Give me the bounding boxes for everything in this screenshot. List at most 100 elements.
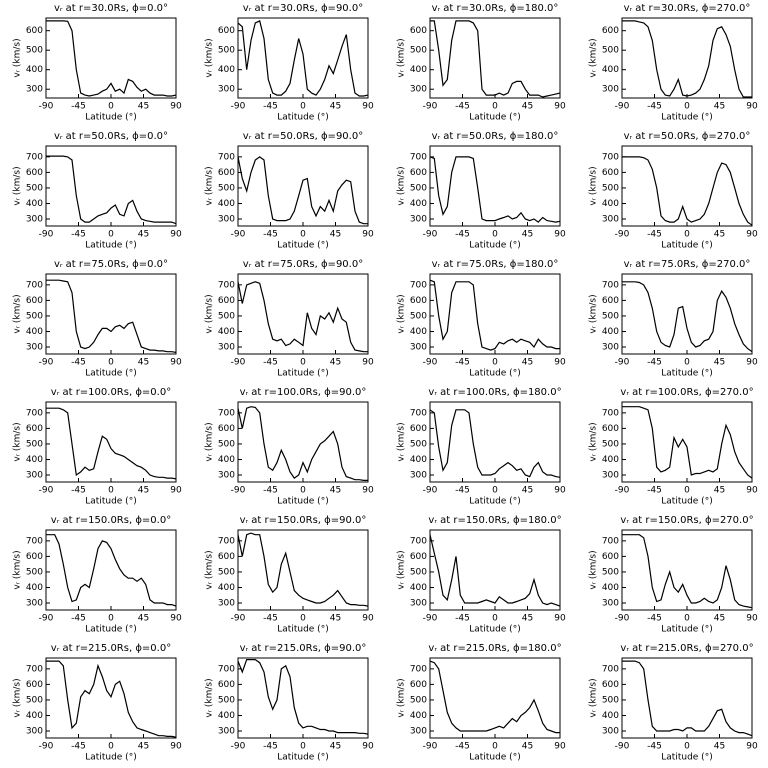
x-tick-label: -45	[647, 102, 662, 112]
panel: vᵣ at r=100.0Rs, ϕ=90.0° -90 -45 0 45 90 300 40…	[205, 387, 374, 507]
y-tick-label: 400	[218, 199, 235, 209]
panel: vᵣ at r=100.0Rs, ϕ=0.0° -90 -45 0 45 90 300 400…	[13, 387, 182, 507]
y-tick-label: 400	[410, 455, 427, 465]
y-tick-label: 700	[410, 536, 427, 546]
x-tick-label: 90	[746, 358, 758, 368]
x-tick-label: -90	[615, 742, 630, 752]
x-tick-label: -45	[71, 230, 86, 240]
x-axis-label: Latitude (°)	[277, 113, 328, 123]
y-tick-label: 400	[410, 583, 427, 593]
x-tick-label: -45	[647, 742, 662, 752]
x-tick-label: -45	[455, 614, 470, 624]
x-tick-label: 45	[330, 742, 341, 752]
x-tick-label: -45	[647, 230, 662, 240]
x-tick-label: 45	[330, 486, 341, 496]
panel-title: vᵣ at r=30.0Rs, ϕ=0.0°	[54, 3, 168, 14]
y-tick-label: 600	[602, 552, 619, 562]
y-tick-label: 600	[218, 424, 235, 434]
x-axis-label: Latitude (°)	[277, 497, 328, 507]
y-axis-label: vᵣ (km/s)	[397, 166, 407, 205]
panel-title: vᵣ at r=100.0Rs, ϕ=90.0°	[240, 387, 367, 398]
y-tick-label: 300	[602, 85, 619, 95]
x-tick-label: -45	[71, 102, 86, 112]
x-tick-label: 45	[138, 486, 149, 496]
x-tick-label: 0	[300, 742, 306, 752]
x-tick-label: -45	[71, 742, 86, 752]
y-tick-label: 300	[218, 599, 235, 609]
x-tick-label: 90	[554, 230, 566, 240]
x-tick-label: 0	[108, 230, 114, 240]
x-tick-label: 90	[746, 742, 758, 752]
y-tick-label: 500	[218, 46, 235, 56]
y-tick-label: 400	[26, 455, 43, 465]
panel-title: vᵣ at r=150.0Rs, ϕ=270.0°	[620, 515, 753, 526]
panel-title: vᵣ at r=50.0Rs, ϕ=180.0°	[432, 131, 559, 142]
y-tick-label: 600	[26, 296, 43, 306]
y-tick-label: 400	[218, 583, 235, 593]
data-line	[622, 534, 753, 609]
x-tick-label: -45	[455, 486, 470, 496]
y-tick-label: 500	[218, 439, 235, 449]
x-tick-label: -90	[423, 230, 438, 240]
x-tick-label: 90	[170, 742, 182, 752]
y-tick-label: 400	[218, 711, 235, 721]
y-tick-label: 700	[218, 152, 235, 162]
y-tick-label: 400	[26, 711, 43, 721]
x-tick-label: -45	[71, 614, 86, 624]
x-tick-label: -90	[231, 230, 246, 240]
x-tick-label: -90	[615, 102, 630, 112]
x-axis-label: Latitude (°)	[277, 753, 328, 763]
y-tick-label: 300	[410, 343, 427, 353]
panel-title: vᵣ at r=30.0Rs, ϕ=180.0°	[432, 3, 559, 14]
y-tick-label: 300	[218, 727, 235, 737]
x-axis-label: Latitude (°)	[661, 241, 712, 251]
x-tick-label: 90	[170, 102, 182, 112]
y-axis-label: vᵣ (km/s)	[589, 422, 599, 461]
x-axis-label: Latitude (°)	[661, 753, 712, 763]
y-tick-label: 300	[26, 215, 43, 225]
y-tick-label: 500	[602, 567, 619, 577]
x-tick-label: 0	[108, 102, 114, 112]
y-tick-label: 600	[602, 680, 619, 690]
x-tick-label: 45	[138, 230, 149, 240]
panel-title: vᵣ at r=215.0Rs, ϕ=180.0°	[428, 643, 561, 654]
y-tick-label: 500	[218, 311, 235, 321]
y-tick-label: 500	[26, 46, 43, 56]
x-tick-label: -90	[423, 358, 438, 368]
y-tick-label: 500	[602, 183, 619, 193]
data-line	[429, 279, 560, 351]
panel: vᵣ at r=30.0Rs, ϕ=90.0° -90 -45 0 45 90 300 400…	[205, 3, 374, 123]
panel-title: vᵣ at r=100.0Rs, ϕ=270.0°	[620, 387, 753, 398]
x-tick-label: 0	[108, 614, 114, 624]
data-line	[429, 409, 561, 478]
x-axis-label: Latitude (°)	[469, 497, 520, 507]
y-tick-label: 400	[410, 65, 427, 75]
data-line	[46, 534, 177, 607]
plot-frame	[621, 657, 753, 739]
y-axis-label: vᵣ (km/s)	[13, 38, 23, 77]
x-tick-label: 45	[714, 742, 725, 752]
y-tick-label: 300	[26, 85, 43, 95]
y-tick-label: 300	[218, 343, 235, 353]
y-tick-label: 500	[26, 695, 43, 705]
x-tick-label: -45	[263, 742, 278, 752]
y-tick-label: 700	[602, 152, 619, 162]
x-tick-label: -45	[647, 614, 662, 624]
plot-frame	[45, 657, 177, 739]
x-tick-label: 0	[300, 614, 306, 624]
y-axis-label: vᵣ (km/s)	[205, 422, 215, 461]
x-axis-label: Latitude (°)	[469, 753, 520, 763]
data-line	[429, 156, 561, 223]
x-tick-label: 45	[330, 358, 341, 368]
y-tick-label: 700	[26, 280, 43, 290]
x-axis-label: Latitude (°)	[277, 369, 328, 379]
x-tick-label: -90	[615, 614, 630, 624]
x-tick-label: -90	[231, 102, 246, 112]
panel: vᵣ at r=50.0Rs, ϕ=0.0° -90 -45 0 45 90 300 400 5…	[13, 131, 182, 251]
x-axis-label: Latitude (°)	[661, 369, 712, 379]
panel: vᵣ at r=150.0Rs, ϕ=270.0° -90 -45 0 45 90 300 4…	[589, 515, 758, 635]
x-tick-label: 0	[684, 486, 690, 496]
data-line	[429, 660, 560, 734]
panel: vᵣ at r=215.0Rs, ϕ=270.0° -90 -45 0 45 90 300 4…	[589, 643, 758, 763]
panel-title: vᵣ at r=75.0Rs, ϕ=270.0°	[624, 259, 751, 270]
